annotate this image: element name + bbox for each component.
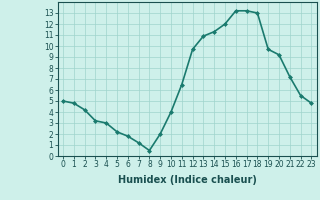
X-axis label: Humidex (Indice chaleur): Humidex (Indice chaleur) [118, 175, 257, 185]
